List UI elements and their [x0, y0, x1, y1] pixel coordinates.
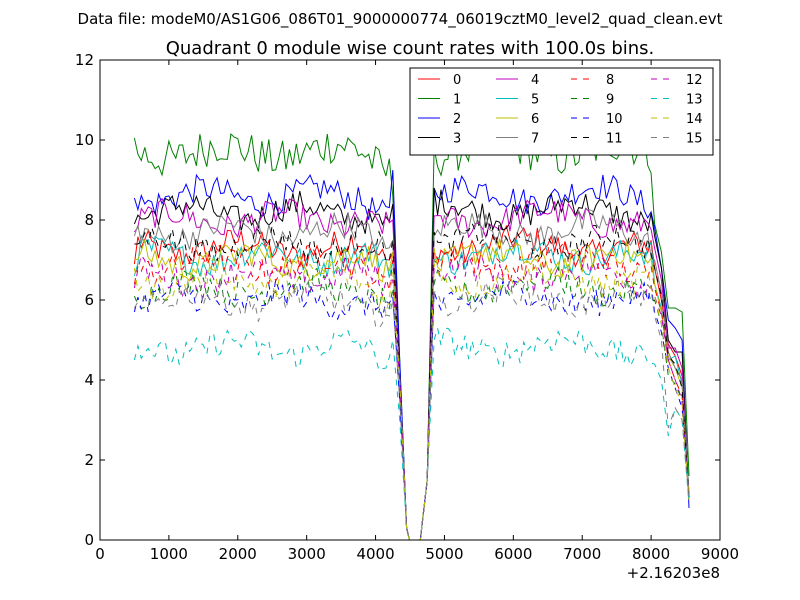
legend-label-2: 2	[453, 112, 461, 127]
x-tick-label: 4000	[356, 545, 394, 563]
y-tick-label: 6	[84, 291, 94, 309]
x-tick-label: 0	[95, 545, 105, 563]
y-tick-label: 2	[84, 451, 94, 469]
series-line-15	[133, 277, 690, 540]
legend-label-15: 15	[686, 132, 703, 147]
series-line-13	[133, 327, 690, 540]
legend-label-12: 12	[686, 73, 703, 88]
series-line-4	[134, 197, 690, 540]
legend-label-14: 14	[686, 112, 703, 127]
x-tick-label: 2000	[219, 545, 257, 563]
x-tick-label: 5000	[425, 545, 463, 563]
legend-label-10: 10	[606, 112, 623, 127]
legend-label-5: 5	[531, 93, 539, 108]
x-tick-label: 1000	[150, 545, 188, 563]
y-tick-label: 10	[75, 131, 94, 149]
series-line-12	[133, 253, 690, 540]
legend-label-13: 13	[686, 93, 703, 108]
x-tick-label: 3000	[288, 545, 326, 563]
x-tick-label: 7000	[563, 545, 601, 563]
legend-label-3: 3	[453, 132, 461, 147]
y-tick-label: 4	[84, 371, 94, 389]
chart-title: Quadrant 0 module wise count rates with …	[166, 38, 655, 59]
series-line-14	[133, 257, 690, 540]
series-line-2	[133, 169, 690, 540]
legend-label-8: 8	[606, 73, 614, 88]
figure-suptitle: Data file: modeM0/AS1G06_086T01_90000007…	[78, 10, 723, 29]
legend-label-9: 9	[606, 93, 614, 108]
legend-label-4: 4	[531, 73, 539, 88]
x-tick-label: 8000	[632, 545, 670, 563]
legend-label-11: 11	[606, 132, 623, 147]
series-line-7	[133, 208, 690, 540]
y-tick-label: 12	[75, 51, 94, 69]
legend-label-1: 1	[453, 93, 461, 108]
legend-label-7: 7	[531, 132, 539, 147]
x-offset-label: +2.16203e8	[627, 564, 720, 582]
series-line-8	[133, 240, 690, 540]
x-tick-label: 6000	[494, 545, 532, 563]
y-tick-label: 8	[84, 211, 94, 229]
y-tick-label: 0	[84, 531, 94, 549]
series-line-10	[133, 278, 690, 540]
legend-label-0: 0	[453, 73, 461, 88]
legend-label-6: 6	[531, 112, 539, 127]
x-tick-label: 9000	[701, 545, 739, 563]
plot-frame	[99, 59, 721, 541]
